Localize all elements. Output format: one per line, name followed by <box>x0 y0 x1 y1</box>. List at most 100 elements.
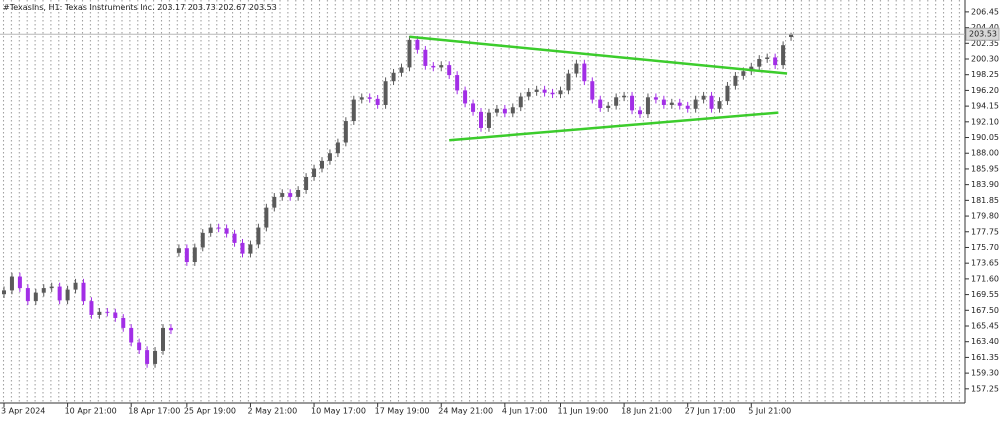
x-tick-label: 27 Jun 17:00 <box>685 407 736 416</box>
candle-body <box>518 96 523 108</box>
candle-body <box>351 99 356 122</box>
candle-body <box>153 350 158 364</box>
y-tick-label: 202.35 <box>971 39 999 48</box>
candle-body <box>598 99 603 109</box>
x-tick-label: 2 May 21:00 <box>247 407 297 416</box>
candle-body <box>423 49 428 66</box>
candle-body <box>272 196 277 208</box>
trendline <box>409 35 788 75</box>
symbol: #TexasIns, H1: <box>3 3 62 12</box>
candle-body <box>614 97 619 106</box>
candle-body <box>455 75 460 91</box>
candle-body <box>582 63 587 82</box>
candle-body <box>391 72 396 82</box>
candle-body <box>57 286 62 301</box>
candle-body <box>502 108 507 114</box>
dotted-grid <box>0 0 965 403</box>
candle-body <box>471 103 476 112</box>
y-tick-label: 173.65 <box>971 259 999 268</box>
y-tick-label: 159.30 <box>971 369 999 378</box>
y-tick-label: 157.25 <box>971 384 999 393</box>
candle-body <box>129 327 134 343</box>
candle-body <box>606 105 611 109</box>
trendline <box>449 111 779 142</box>
last-low: 202.67 <box>218 3 246 12</box>
y-tick-label: 206.45 <box>971 7 999 16</box>
candle-body <box>89 301 94 315</box>
x-tick-label: 3 Apr 2024 <box>1 407 45 416</box>
candle-body <box>717 101 722 109</box>
candle-body <box>81 282 86 302</box>
last-open: 203.17 <box>157 3 185 12</box>
candle-body <box>415 39 420 50</box>
candle-body <box>439 65 444 68</box>
candle-body <box>494 108 499 113</box>
candle-body <box>399 67 404 73</box>
candle-body <box>105 311 110 313</box>
y-tick-label: 190.05 <box>971 133 999 142</box>
x-tick-label: 17 May 19:00 <box>375 407 430 416</box>
candle-body <box>359 97 364 100</box>
candle-body <box>296 190 301 197</box>
candle-body <box>685 105 690 109</box>
candle-body <box>216 227 221 229</box>
y-tick-label: 204.40 <box>971 23 999 32</box>
candle-body <box>407 39 412 68</box>
candle-body <box>320 160 324 169</box>
candle-body <box>733 75 738 86</box>
candle-body <box>312 168 317 177</box>
candle-body <box>343 121 348 143</box>
candle-body <box>542 89 547 93</box>
candle-body <box>661 99 666 105</box>
candle-body <box>383 81 388 105</box>
candle-body <box>367 97 372 99</box>
candle-body <box>200 232 205 248</box>
candle-body <box>41 288 46 293</box>
y-tick-label: 188.00 <box>971 149 999 158</box>
candle-body <box>17 276 22 289</box>
x-tick-label: 18 Apr 17:00 <box>128 407 180 416</box>
candle-body <box>184 248 189 263</box>
candle-body <box>709 95 714 109</box>
y-tick-label: 179.80 <box>971 212 999 221</box>
candle-body <box>288 193 293 197</box>
candle-body <box>622 95 627 98</box>
candle-body <box>65 289 70 301</box>
candle-body <box>168 327 173 331</box>
y-tick-label: 171.60 <box>971 274 999 283</box>
chart-header: #TexasIns, H1: Texas Instruments Inc. 20… <box>3 3 277 12</box>
candle-body <box>335 142 340 154</box>
candle-body <box>2 290 6 295</box>
candle-body <box>693 99 698 109</box>
candle-body <box>73 282 78 290</box>
x-tick-label: 11 Jun 19:00 <box>558 407 609 416</box>
candle-body <box>327 153 332 161</box>
candle-body <box>677 102 682 106</box>
candle-body <box>479 111 483 128</box>
candle-body <box>264 207 269 228</box>
y-tick-label: 196.20 <box>971 86 999 95</box>
candle-body <box>526 91 531 97</box>
y-tick-label: 200.30 <box>971 54 999 63</box>
candle-body <box>25 288 30 302</box>
x-tick-label: 18 Jun 21:00 <box>621 407 672 416</box>
candle-body <box>176 248 181 253</box>
candle-body <box>192 247 197 263</box>
candle-body <box>701 95 706 100</box>
candle-body <box>590 81 595 100</box>
candle-body <box>566 73 571 91</box>
candle-body <box>304 176 309 191</box>
candle-body <box>447 65 452 76</box>
candle-body <box>121 317 126 328</box>
candle-body <box>208 227 213 233</box>
candle-body <box>33 292 38 302</box>
candle-body <box>137 342 142 351</box>
x-tick-label: 24 May 21:00 <box>438 407 493 416</box>
y-tick-label: 163.40 <box>971 337 999 346</box>
candle-body <box>510 107 515 114</box>
y-tick-label: 165.45 <box>971 322 999 331</box>
y-tick-label: 192.10 <box>971 117 999 126</box>
candle-body <box>375 98 380 105</box>
y-tick-label: 198.25 <box>971 70 999 79</box>
x-tick-label: 10 May 17:00 <box>311 407 366 416</box>
